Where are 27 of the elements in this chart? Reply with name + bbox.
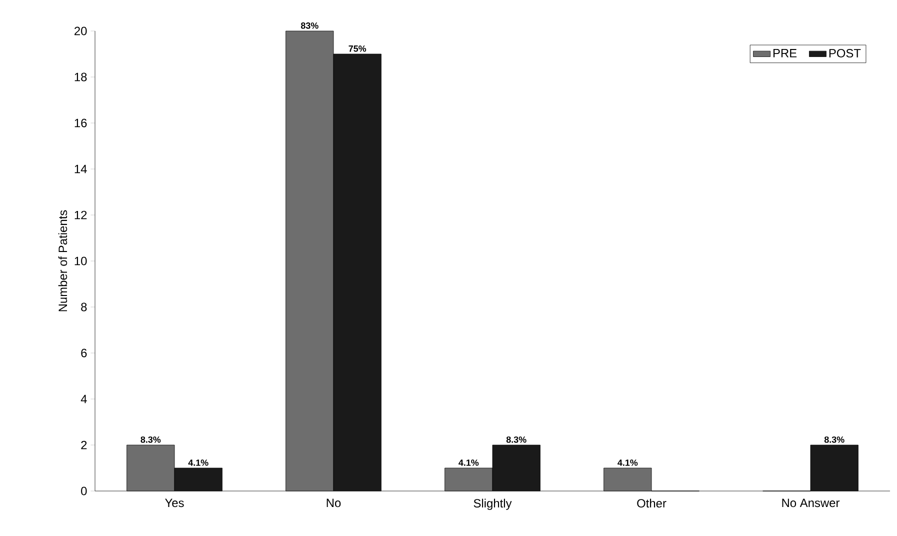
x-tick-label: No xyxy=(326,498,341,508)
annotation: 4.1% xyxy=(458,460,479,466)
y-tick-label: 16 xyxy=(74,118,87,128)
y-tick-label: 4 xyxy=(80,394,87,404)
x-tick-label: Slightly xyxy=(474,498,512,510)
y-tick-label: 6 xyxy=(81,348,87,358)
y-axis-title: Number of Patients xyxy=(58,210,68,312)
y-tick-label: 14 xyxy=(74,164,87,174)
annotation: 8.3% xyxy=(506,436,526,443)
legend-label: POST xyxy=(829,48,861,58)
x-tick-label: Other xyxy=(637,498,666,508)
annotation: 8.3% xyxy=(140,436,161,443)
y-tick-label: 20 xyxy=(74,26,87,36)
x-tick-label: No Answer xyxy=(782,498,840,508)
y-tick-label: 12 xyxy=(74,210,87,220)
y-tick-label: 2 xyxy=(81,440,87,450)
x-tick-label: Yes xyxy=(165,498,184,508)
y-tick-label: 0 xyxy=(81,486,87,496)
annotation: 4.1% xyxy=(188,460,208,466)
y-tick-label: 8 xyxy=(81,302,87,312)
y-tick-label: 18 xyxy=(74,72,87,82)
annotation: 75% xyxy=(348,45,366,52)
y-tick-label: 10 xyxy=(74,256,87,266)
annotation: 8.3% xyxy=(824,436,844,443)
legend-label: PRE xyxy=(773,49,797,58)
annotation: 83% xyxy=(300,22,318,29)
annotation: 4.1% xyxy=(618,460,638,466)
